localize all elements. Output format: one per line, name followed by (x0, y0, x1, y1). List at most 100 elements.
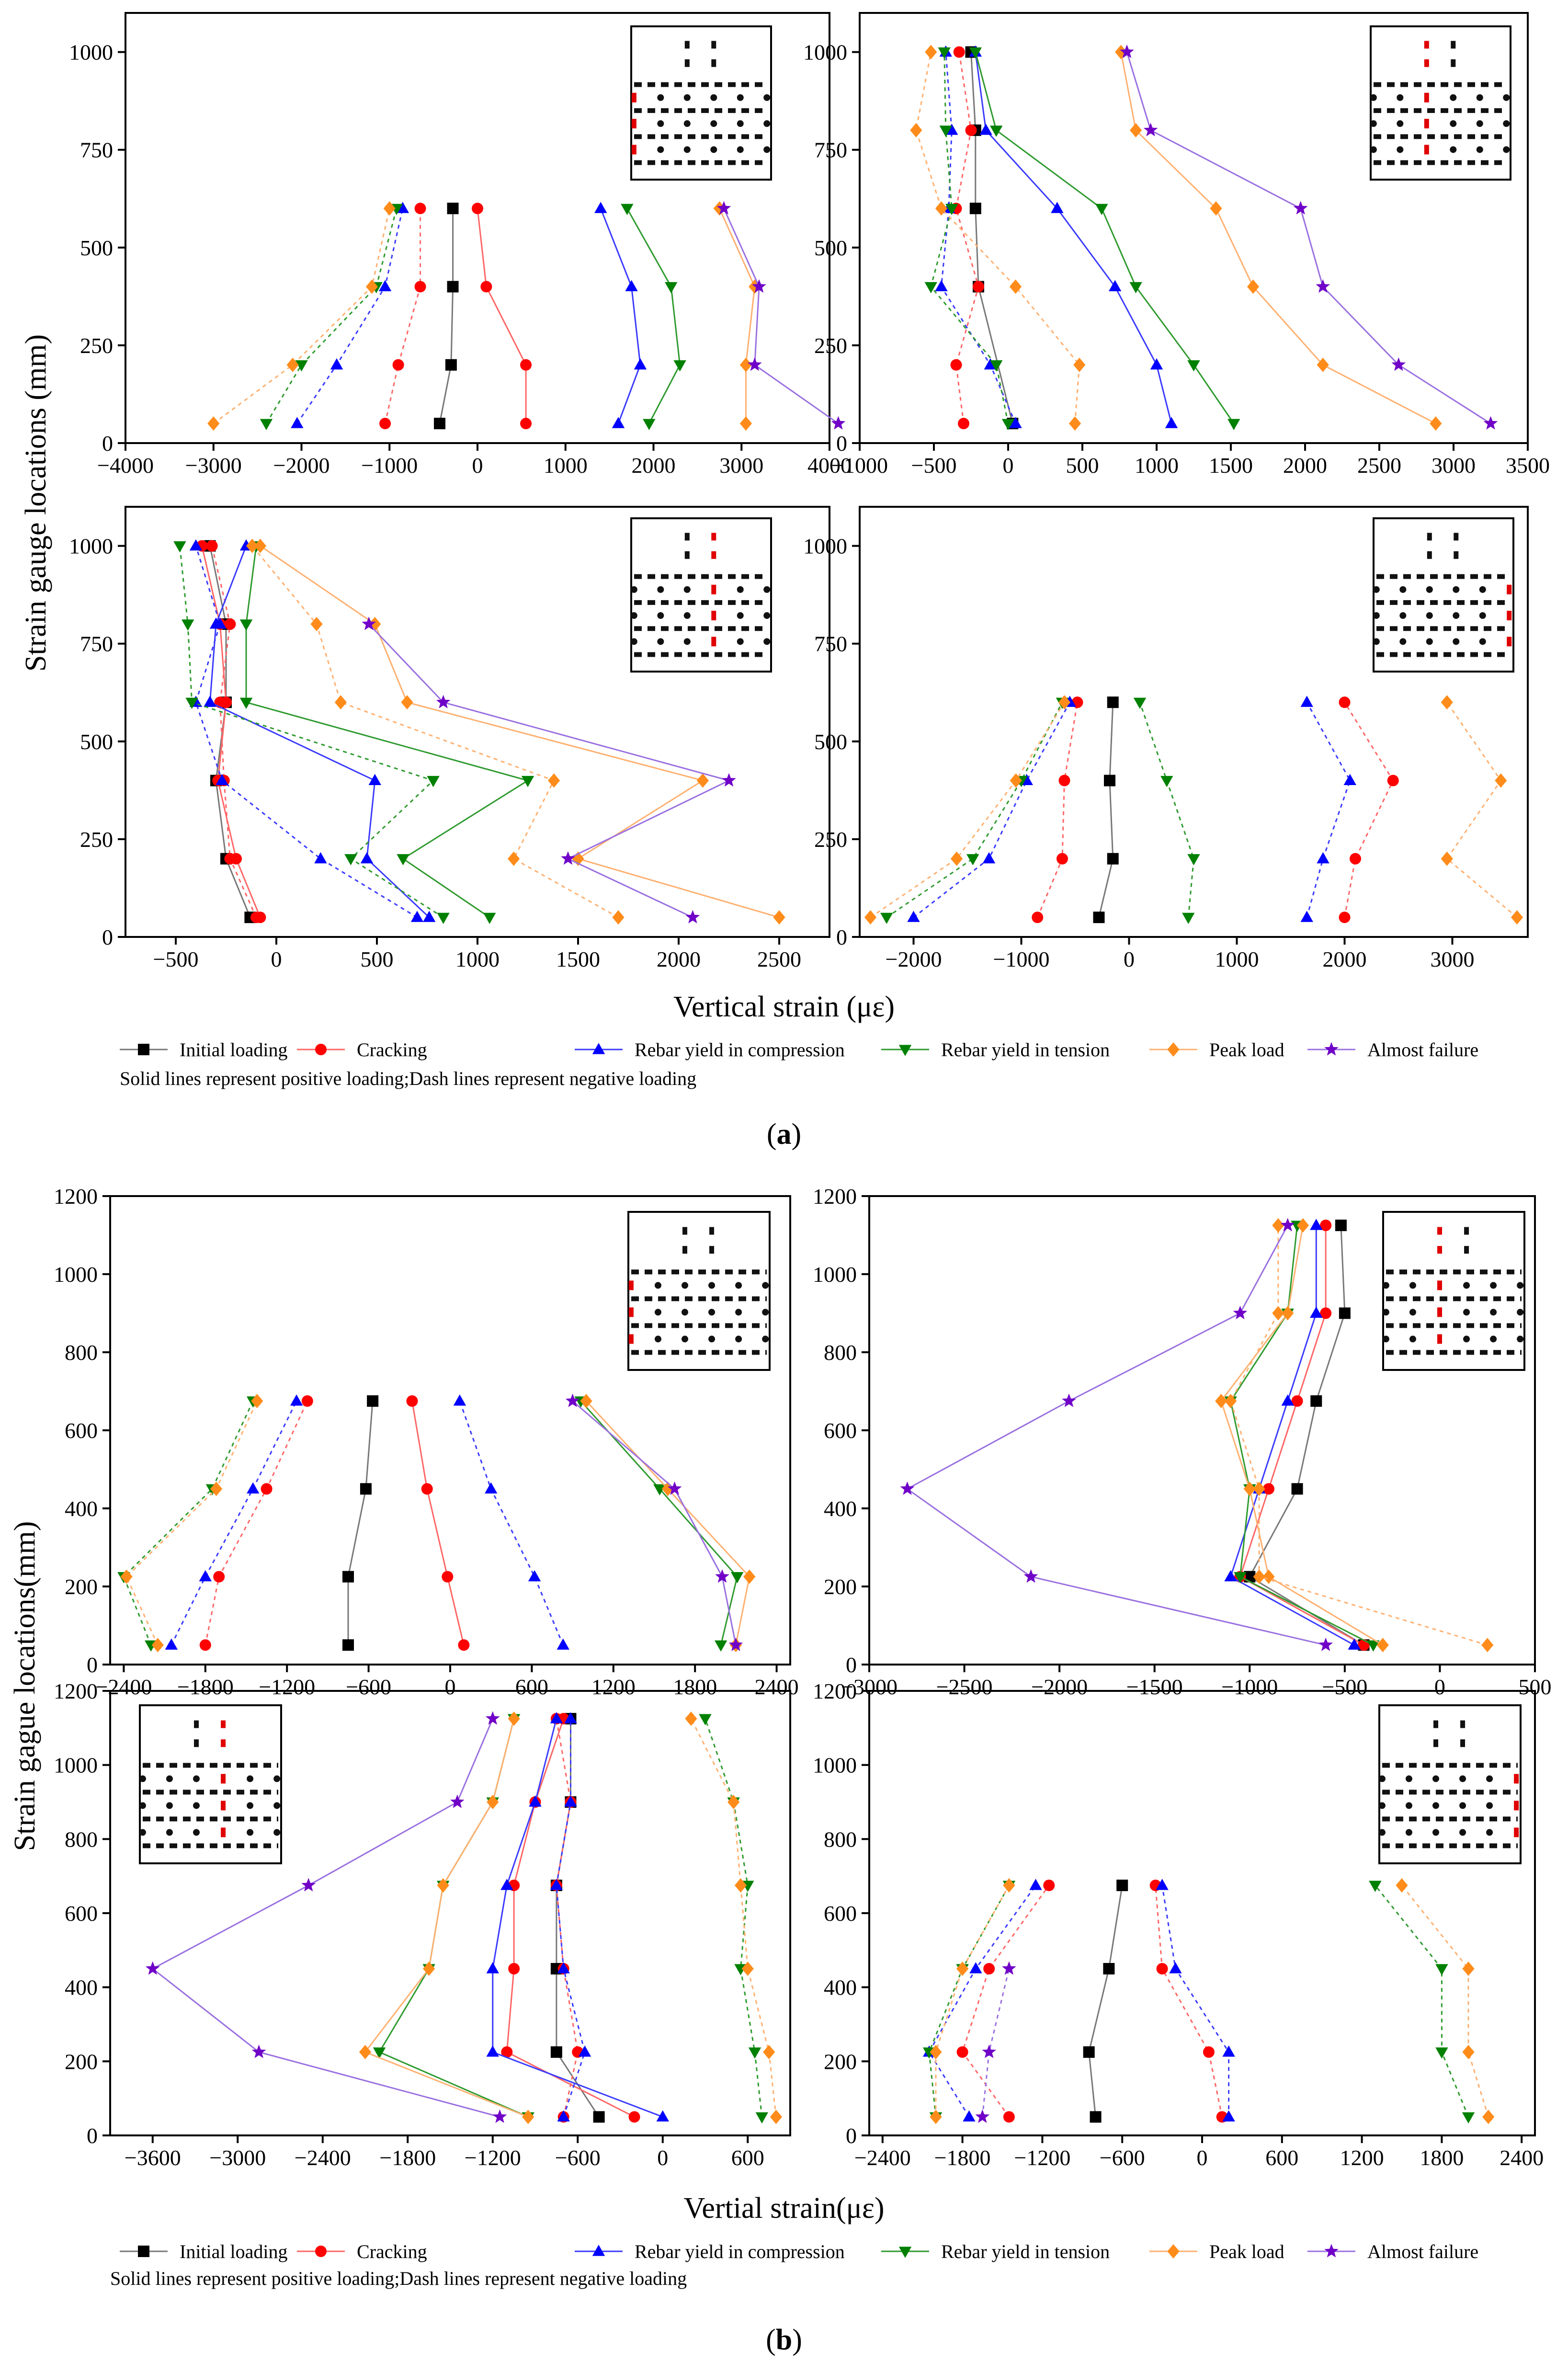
inset-frame (630, 517, 772, 673)
fig-b-caption: (b) (766, 2324, 802, 2356)
x-tick-label: −4000 (97, 453, 154, 478)
data-point (260, 419, 273, 430)
fig-a-caption: (a) (767, 1118, 801, 1151)
data-point (1396, 1878, 1408, 1893)
data-point (301, 1395, 313, 1407)
data-point (643, 419, 656, 430)
inset-gauge-mark (1424, 119, 1429, 129)
inset-rebar-dot (1426, 612, 1433, 619)
inset-gauge-mark (221, 1827, 226, 1837)
inset-rebar-dot (1463, 1335, 1470, 1343)
data-point (1339, 696, 1351, 708)
data-point (1210, 201, 1222, 216)
data-point (935, 201, 948, 216)
series-line (209, 546, 430, 918)
data-point (550, 2046, 562, 2058)
inset-rebar-dot (1399, 612, 1407, 619)
data-point (969, 1962, 982, 1974)
y-tick-label: 0 (87, 1653, 98, 1677)
series-almost-failure-pos (900, 1218, 1333, 1651)
inset-rebar-dot (711, 59, 716, 67)
y-tick-label: 400 (65, 1975, 98, 2000)
series-initial-loading-pos (1244, 1220, 1370, 1651)
data-point (344, 854, 357, 866)
data-point (1435, 2047, 1448, 2059)
data-point (401, 695, 413, 710)
fig-b-legend: Initial loading Cracking Rebar yield in co… (120, 2241, 1478, 2262)
x-tick-label: 0 (1124, 947, 1135, 971)
inset-rebar-dot (654, 1309, 661, 1316)
data-point (1253, 1569, 1265, 1584)
data-point (1224, 1393, 1237, 1408)
data-point (373, 2047, 386, 2059)
data-point (368, 774, 381, 786)
data-point (520, 418, 532, 430)
legend-label: Initial loading (180, 1039, 288, 1061)
inset-rebar-dot (1503, 94, 1510, 101)
inset-rebar-dot (1486, 1802, 1493, 1809)
data-point (621, 204, 634, 215)
inset-rebar-dot (711, 533, 716, 541)
data-point (314, 852, 327, 864)
legend-item-rebar-yield-in-compression: Rebar yield in compression (575, 1039, 845, 1061)
data-point (392, 359, 404, 371)
series-rebar-yield-in-tension-pos (239, 541, 534, 924)
inset-gauge-mark (1507, 584, 1512, 594)
series-line (1126, 52, 1491, 424)
series-line (459, 1401, 564, 1645)
series-line (915, 52, 1080, 424)
data-point (580, 1393, 592, 1408)
inset-rebar-dot (1490, 1282, 1497, 1289)
data-point (1222, 2110, 1235, 2122)
inset-rebar-dot (737, 612, 744, 619)
data-point (1073, 357, 1086, 372)
series-peak-load-pos (359, 1711, 534, 2124)
data-point (557, 1638, 569, 1650)
series-line (251, 545, 619, 918)
series-line (1120, 52, 1436, 424)
y-tick-label: 0 (102, 431, 113, 456)
data-point (1116, 1880, 1128, 1891)
inset-rebar-dot (1450, 120, 1457, 127)
data-point (1291, 1395, 1303, 1407)
fig-b-note: Solid lines represent positive loading;D… (110, 2268, 687, 2289)
data-point (910, 123, 922, 137)
series-peak-load-pos (1115, 45, 1442, 431)
data-point (665, 282, 678, 294)
data-point (1203, 2046, 1215, 2058)
legend-label: Initial loading (180, 2241, 288, 2262)
series-line (940, 52, 1016, 424)
data-point (1130, 123, 1142, 137)
data-point (151, 1638, 164, 1653)
series-line (935, 1885, 1010, 2117)
legend-label: Rebar yield in tension (941, 2241, 1110, 2262)
x-tick-label: 4000 (807, 453, 852, 478)
x-tick-label: 1500 (556, 947, 600, 971)
data-point (1243, 1482, 1256, 1496)
series-line (556, 1718, 579, 2117)
series-rebar-yield-in-compression-pos (594, 202, 647, 428)
x-tick-label: −600 (555, 2145, 601, 2170)
data-point (983, 1963, 995, 1974)
inset-rebar-dot (1490, 1309, 1497, 1316)
data-point (984, 358, 997, 370)
series-line (870, 702, 1065, 918)
data-point (220, 696, 232, 708)
data-point (656, 2110, 669, 2122)
y-tick-label: 0 (87, 2123, 98, 2148)
data-point (925, 45, 937, 59)
inset-rebar-dot (684, 533, 690, 541)
y-tick-label: 800 (824, 1340, 857, 1365)
data-point (414, 281, 426, 293)
inset-rebar-dot (683, 612, 691, 619)
inset-rebar-dot (1450, 94, 1457, 101)
data-point (120, 1569, 133, 1584)
inset-rebar-dot (1405, 1829, 1412, 1836)
inset-frame (1370, 25, 1511, 181)
legend-label: Rebar yield in compression (635, 1039, 845, 1061)
data-point (557, 1962, 570, 1974)
data-point (748, 2047, 761, 2059)
data-point (1511, 910, 1523, 925)
series-peak-load-neg (1396, 1878, 1495, 2124)
data-point (362, 616, 376, 630)
